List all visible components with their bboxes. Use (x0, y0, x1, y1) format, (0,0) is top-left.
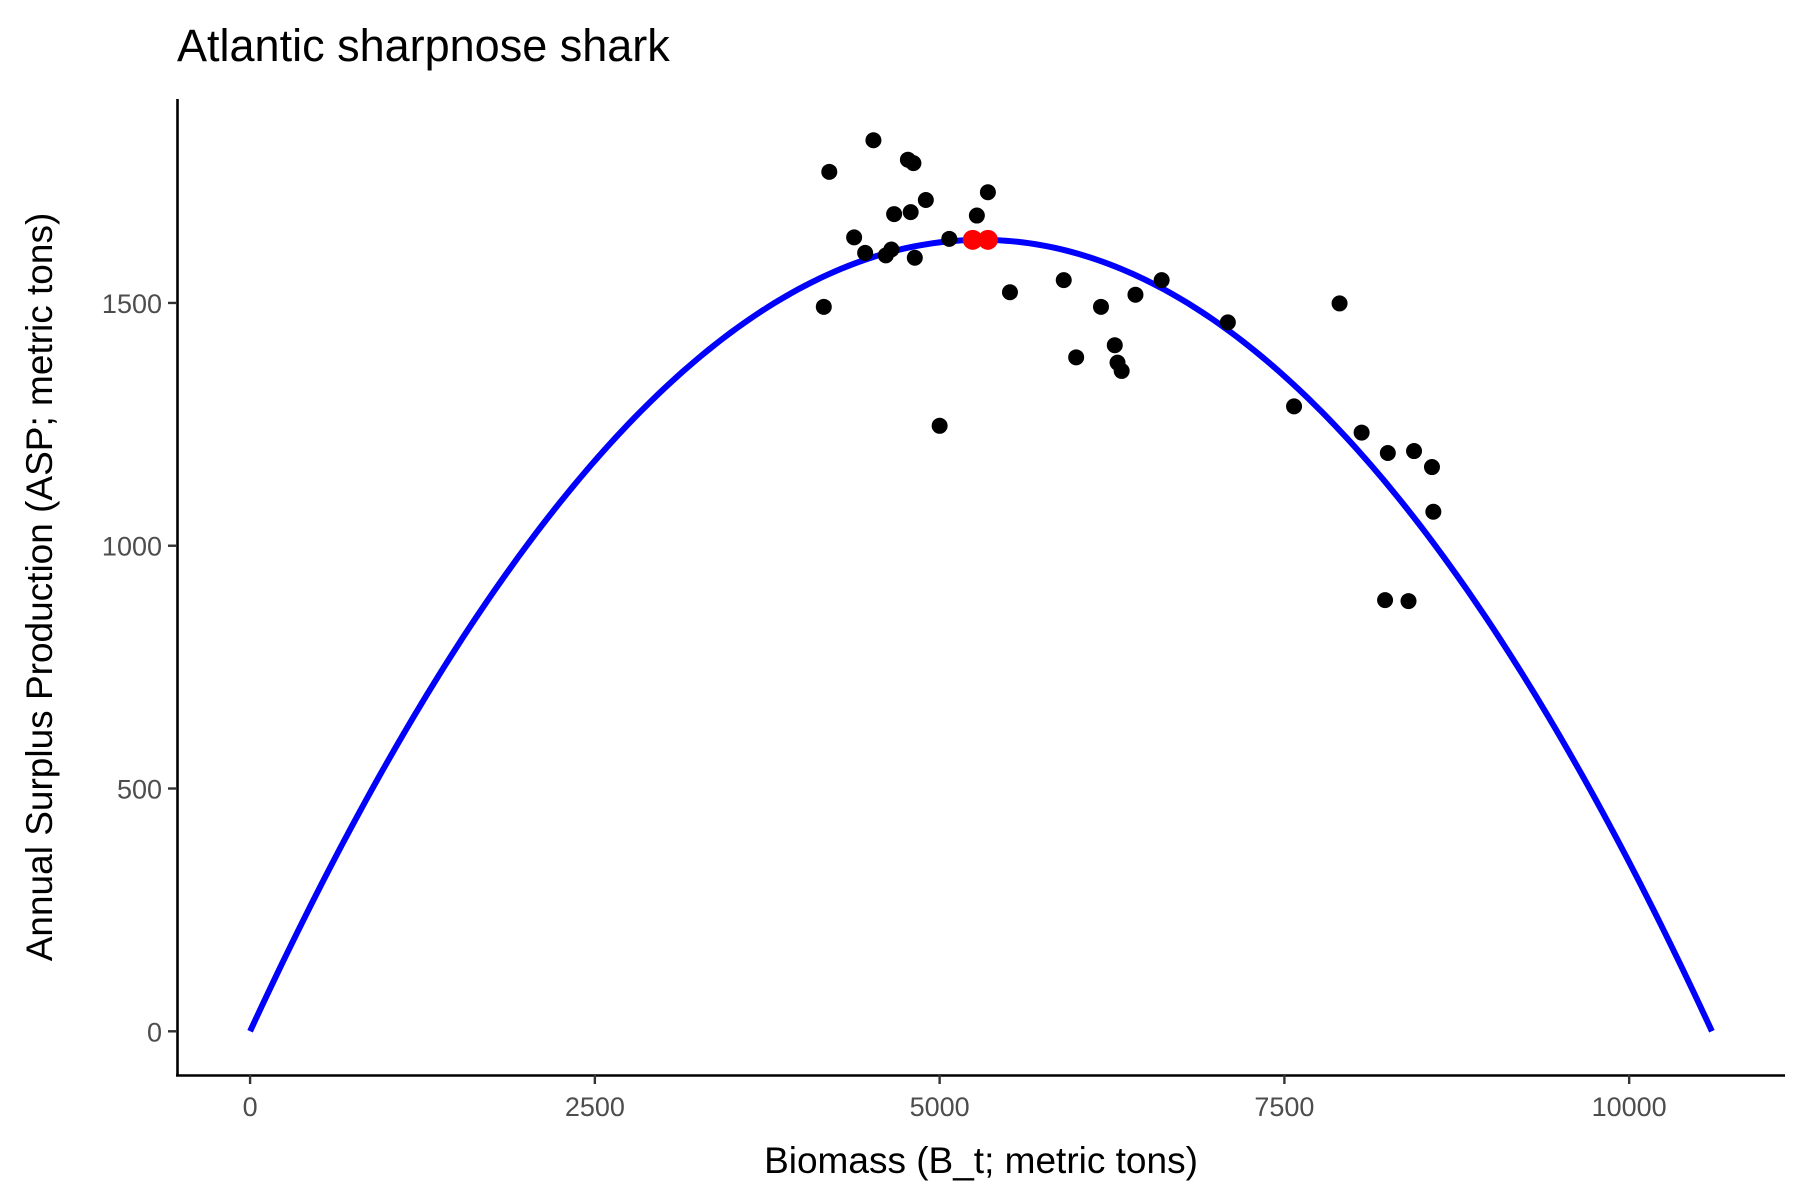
data-point-13 (931, 417, 948, 434)
data-point-16 (979, 184, 996, 201)
data-point-33 (1406, 443, 1423, 460)
y-tick-label-3: 1500 (102, 289, 162, 319)
data-point-35 (1425, 503, 1442, 520)
data-point-2 (846, 229, 863, 246)
x-axis-title: Biomass (B_t; metric tons) (764, 1140, 1198, 1181)
data-point-4 (865, 132, 882, 149)
y-tick-label-1: 500 (117, 775, 162, 805)
data-point-20 (1092, 298, 1109, 315)
y-tick-label-2: 1000 (102, 532, 162, 562)
y-tick-label-0: 0 (147, 1017, 162, 1047)
data-point-17 (1001, 284, 1018, 301)
data-point-11 (906, 249, 923, 266)
data-point-27 (1286, 398, 1303, 415)
data-point-23 (1113, 362, 1130, 379)
chart-title: Atlantic sharpnose shark (177, 20, 670, 71)
data-point-21 (1106, 337, 1123, 354)
data-point-7 (886, 206, 903, 223)
data-point-9 (902, 204, 919, 221)
data-point-15 (968, 207, 985, 224)
x-tick-label-4: 10000 (1592, 1092, 1667, 1122)
highlight-point-0 (962, 229, 983, 250)
data-point-29 (1353, 424, 1370, 441)
x-tick-label-1: 2500 (565, 1092, 625, 1122)
y-axis-title: Annual Surplus Production (ASP; metric t… (19, 213, 60, 962)
data-point-12 (917, 192, 934, 208)
x-tick-label-3: 7500 (1254, 1092, 1314, 1122)
data-point-31 (1379, 444, 1396, 461)
highlight-point-1 (977, 229, 998, 250)
data-point-30 (1377, 592, 1394, 609)
x-tick-label-2: 5000 (910, 1092, 970, 1122)
data-point-10 (905, 155, 922, 172)
data-point-25 (1153, 272, 1170, 289)
data-point-28 (1331, 295, 1348, 312)
data-point-0 (815, 298, 832, 315)
plot-area (247, 132, 1715, 1033)
x-axis-ticks: 0 2500 5000 7500 10000 (243, 1075, 1667, 1122)
data-point-1 (821, 163, 838, 180)
data-point-34 (1423, 459, 1440, 476)
data-point-19 (1068, 349, 1085, 366)
data-point-18 (1055, 272, 1072, 289)
data-point-32 (1400, 593, 1417, 610)
data-point-24 (1127, 286, 1144, 303)
y-axis-ticks: 0 500 1000 1500 (102, 289, 177, 1047)
x-tick-label-0: 0 (243, 1092, 258, 1122)
data-point-14 (941, 230, 958, 247)
data-point-26 (1219, 314, 1236, 331)
data-point-3 (857, 244, 874, 261)
data-points-layer (815, 132, 1442, 610)
data-point-6 (883, 241, 900, 258)
